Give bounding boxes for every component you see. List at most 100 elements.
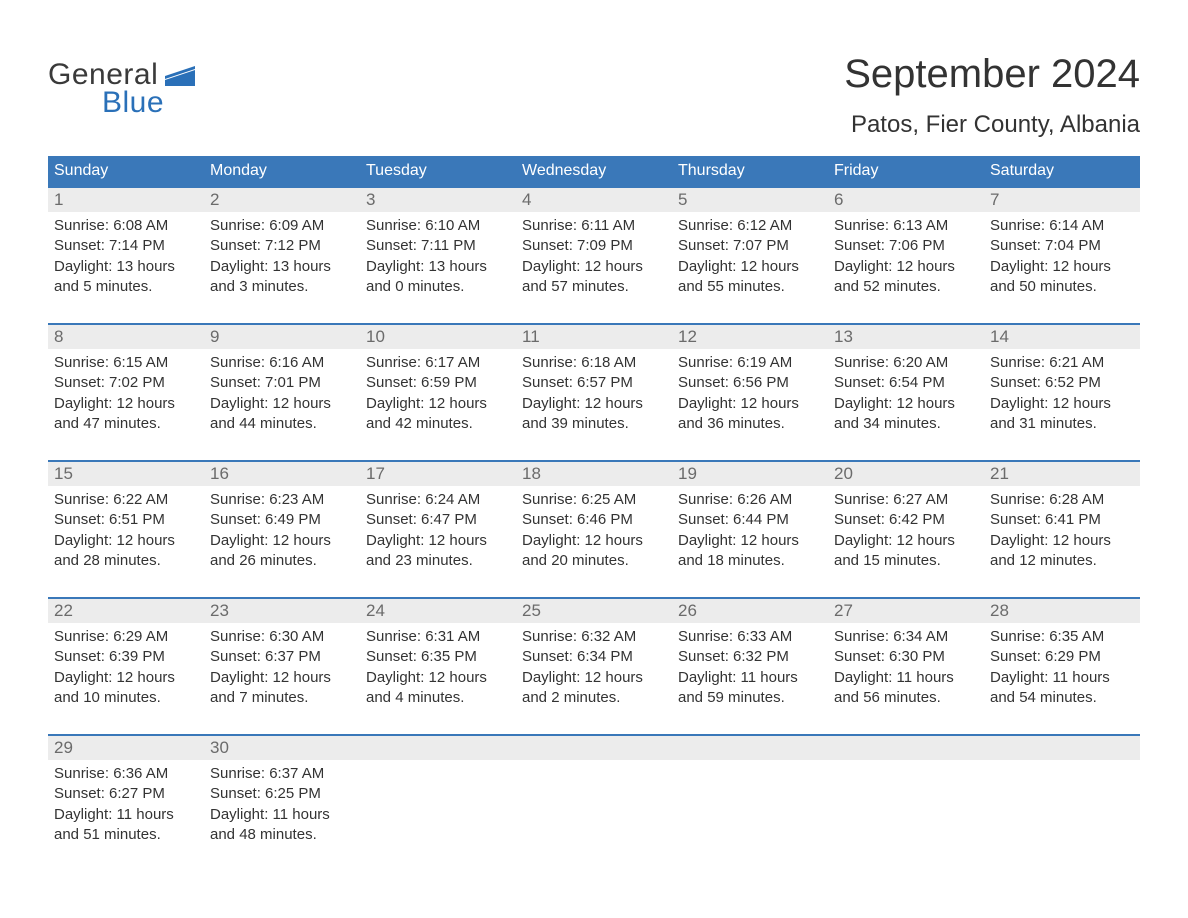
- location-subtitle: Patos, Fier County, Albania: [844, 111, 1140, 139]
- calendar-cell: 10Sunrise: 6:17 AMSunset: 6:59 PMDayligh…: [360, 325, 516, 460]
- week-row: 22Sunrise: 6:29 AMSunset: 6:39 PMDayligh…: [48, 597, 1140, 734]
- calendar-cell: 2Sunrise: 6:09 AMSunset: 7:12 PMDaylight…: [204, 188, 360, 323]
- calendar-cell: 17Sunrise: 6:24 AMSunset: 6:47 PMDayligh…: [360, 462, 516, 597]
- calendar-cell: 8Sunrise: 6:15 AMSunset: 7:02 PMDaylight…: [48, 325, 204, 460]
- daylight-line-2: and 47 minutes.: [54, 414, 198, 434]
- daylight-line-2: and 28 minutes.: [54, 551, 198, 571]
- day-number: 28: [984, 599, 1140, 623]
- sunset-line: Sunset: 6:49 PM: [210, 510, 354, 530]
- sunset-line: Sunset: 6:57 PM: [522, 373, 666, 393]
- sunset-line: Sunset: 7:01 PM: [210, 373, 354, 393]
- calendar-cell: [360, 736, 516, 871]
- day-number: 11: [516, 325, 672, 349]
- sunset-line: Sunset: 7:02 PM: [54, 373, 198, 393]
- daylight-line-2: and 20 minutes.: [522, 551, 666, 571]
- daylight-line-1: Daylight: 12 hours: [54, 531, 198, 551]
- cell-body: Sunrise: 6:13 AMSunset: 7:06 PMDaylight:…: [828, 212, 984, 297]
- daylight-line-1: Daylight: 11 hours: [210, 805, 354, 825]
- daylight-line-1: Daylight: 12 hours: [678, 394, 822, 414]
- calendar-cell: 15Sunrise: 6:22 AMSunset: 6:51 PMDayligh…: [48, 462, 204, 597]
- daylight-line-2: and 44 minutes.: [210, 414, 354, 434]
- cell-body: Sunrise: 6:37 AMSunset: 6:25 PMDaylight:…: [204, 760, 360, 845]
- sunrise-line: Sunrise: 6:24 AM: [366, 490, 510, 510]
- calendar-cell: 19Sunrise: 6:26 AMSunset: 6:44 PMDayligh…: [672, 462, 828, 597]
- daylight-line-2: and 57 minutes.: [522, 277, 666, 297]
- daylight-line-2: and 34 minutes.: [834, 414, 978, 434]
- calendar-cell: 16Sunrise: 6:23 AMSunset: 6:49 PMDayligh…: [204, 462, 360, 597]
- daylight-line-2: and 56 minutes.: [834, 688, 978, 708]
- daylight-line-1: Daylight: 13 hours: [366, 257, 510, 277]
- sunrise-line: Sunrise: 6:32 AM: [522, 627, 666, 647]
- daylight-line-2: and 0 minutes.: [366, 277, 510, 297]
- sunset-line: Sunset: 6:32 PM: [678, 647, 822, 667]
- sunset-line: Sunset: 6:56 PM: [678, 373, 822, 393]
- day-number: 18: [516, 462, 672, 486]
- sunrise-line: Sunrise: 6:34 AM: [834, 627, 978, 647]
- daylight-line-2: and 3 minutes.: [210, 277, 354, 297]
- sunset-line: Sunset: 6:35 PM: [366, 647, 510, 667]
- cell-body: Sunrise: 6:19 AMSunset: 6:56 PMDaylight:…: [672, 349, 828, 434]
- sunrise-line: Sunrise: 6:16 AM: [210, 353, 354, 373]
- daylight-line-1: Daylight: 11 hours: [990, 668, 1134, 688]
- cell-body: Sunrise: 6:23 AMSunset: 6:49 PMDaylight:…: [204, 486, 360, 571]
- day-number: 23: [204, 599, 360, 623]
- page-title: September 2024: [844, 52, 1140, 97]
- calendar-cell: 11Sunrise: 6:18 AMSunset: 6:57 PMDayligh…: [516, 325, 672, 460]
- sunrise-line: Sunrise: 6:12 AM: [678, 216, 822, 236]
- day-number: 16: [204, 462, 360, 486]
- daylight-line-2: and 54 minutes.: [990, 688, 1134, 708]
- day-number: 14: [984, 325, 1140, 349]
- sunset-line: Sunset: 7:12 PM: [210, 236, 354, 256]
- daylight-line-2: and 48 minutes.: [210, 825, 354, 845]
- calendar-cell: 6Sunrise: 6:13 AMSunset: 7:06 PMDaylight…: [828, 188, 984, 323]
- sunset-line: Sunset: 7:11 PM: [366, 236, 510, 256]
- sunrise-line: Sunrise: 6:13 AM: [834, 216, 978, 236]
- day-number: 9: [204, 325, 360, 349]
- daylight-line-1: Daylight: 12 hours: [210, 668, 354, 688]
- sunrise-line: Sunrise: 6:30 AM: [210, 627, 354, 647]
- day-number: 5: [672, 188, 828, 212]
- sunrise-line: Sunrise: 6:17 AM: [366, 353, 510, 373]
- sunrise-line: Sunrise: 6:14 AM: [990, 216, 1134, 236]
- daylight-line-1: Daylight: 12 hours: [678, 257, 822, 277]
- daylight-line-1: Daylight: 12 hours: [834, 257, 978, 277]
- cell-body: Sunrise: 6:25 AMSunset: 6:46 PMDaylight:…: [516, 486, 672, 571]
- calendar-cell: [516, 736, 672, 871]
- calendar-cell: 7Sunrise: 6:14 AMSunset: 7:04 PMDaylight…: [984, 188, 1140, 323]
- day-number: 13: [828, 325, 984, 349]
- calendar-cell: 9Sunrise: 6:16 AMSunset: 7:01 PMDaylight…: [204, 325, 360, 460]
- calendar-cell: 24Sunrise: 6:31 AMSunset: 6:35 PMDayligh…: [360, 599, 516, 734]
- day-number: 10: [360, 325, 516, 349]
- cell-body: Sunrise: 6:11 AMSunset: 7:09 PMDaylight:…: [516, 212, 672, 297]
- day-number: 7: [984, 188, 1140, 212]
- day-number: 27: [828, 599, 984, 623]
- cell-body: Sunrise: 6:12 AMSunset: 7:07 PMDaylight:…: [672, 212, 828, 297]
- calendar-cell: 18Sunrise: 6:25 AMSunset: 6:46 PMDayligh…: [516, 462, 672, 597]
- sunrise-line: Sunrise: 6:22 AM: [54, 490, 198, 510]
- daylight-line-2: and 42 minutes.: [366, 414, 510, 434]
- cell-body: Sunrise: 6:30 AMSunset: 6:37 PMDaylight:…: [204, 623, 360, 708]
- week-row: 8Sunrise: 6:15 AMSunset: 7:02 PMDaylight…: [48, 323, 1140, 460]
- cell-body: Sunrise: 6:36 AMSunset: 6:27 PMDaylight:…: [48, 760, 204, 845]
- day-header-sun: Sunday: [48, 162, 204, 180]
- daylight-line-2: and 52 minutes.: [834, 277, 978, 297]
- day-number: 24: [360, 599, 516, 623]
- cell-body: Sunrise: 6:24 AMSunset: 6:47 PMDaylight:…: [360, 486, 516, 571]
- sunrise-line: Sunrise: 6:18 AM: [522, 353, 666, 373]
- daylight-line-1: Daylight: 13 hours: [54, 257, 198, 277]
- sunrise-line: Sunrise: 6:26 AM: [678, 490, 822, 510]
- daylight-line-1: Daylight: 12 hours: [834, 531, 978, 551]
- calendar-cell: 12Sunrise: 6:19 AMSunset: 6:56 PMDayligh…: [672, 325, 828, 460]
- day-number: [984, 736, 1140, 760]
- daylight-line-2: and 50 minutes.: [990, 277, 1134, 297]
- sunset-line: Sunset: 6:44 PM: [678, 510, 822, 530]
- cell-body: Sunrise: 6:15 AMSunset: 7:02 PMDaylight:…: [48, 349, 204, 434]
- cell-body: Sunrise: 6:20 AMSunset: 6:54 PMDaylight:…: [828, 349, 984, 434]
- calendar-cell: [672, 736, 828, 871]
- day-number: 26: [672, 599, 828, 623]
- flag-icon: [165, 66, 195, 91]
- sunset-line: Sunset: 6:51 PM: [54, 510, 198, 530]
- cell-body: Sunrise: 6:26 AMSunset: 6:44 PMDaylight:…: [672, 486, 828, 571]
- daylight-line-2: and 4 minutes.: [366, 688, 510, 708]
- sunset-line: Sunset: 6:47 PM: [366, 510, 510, 530]
